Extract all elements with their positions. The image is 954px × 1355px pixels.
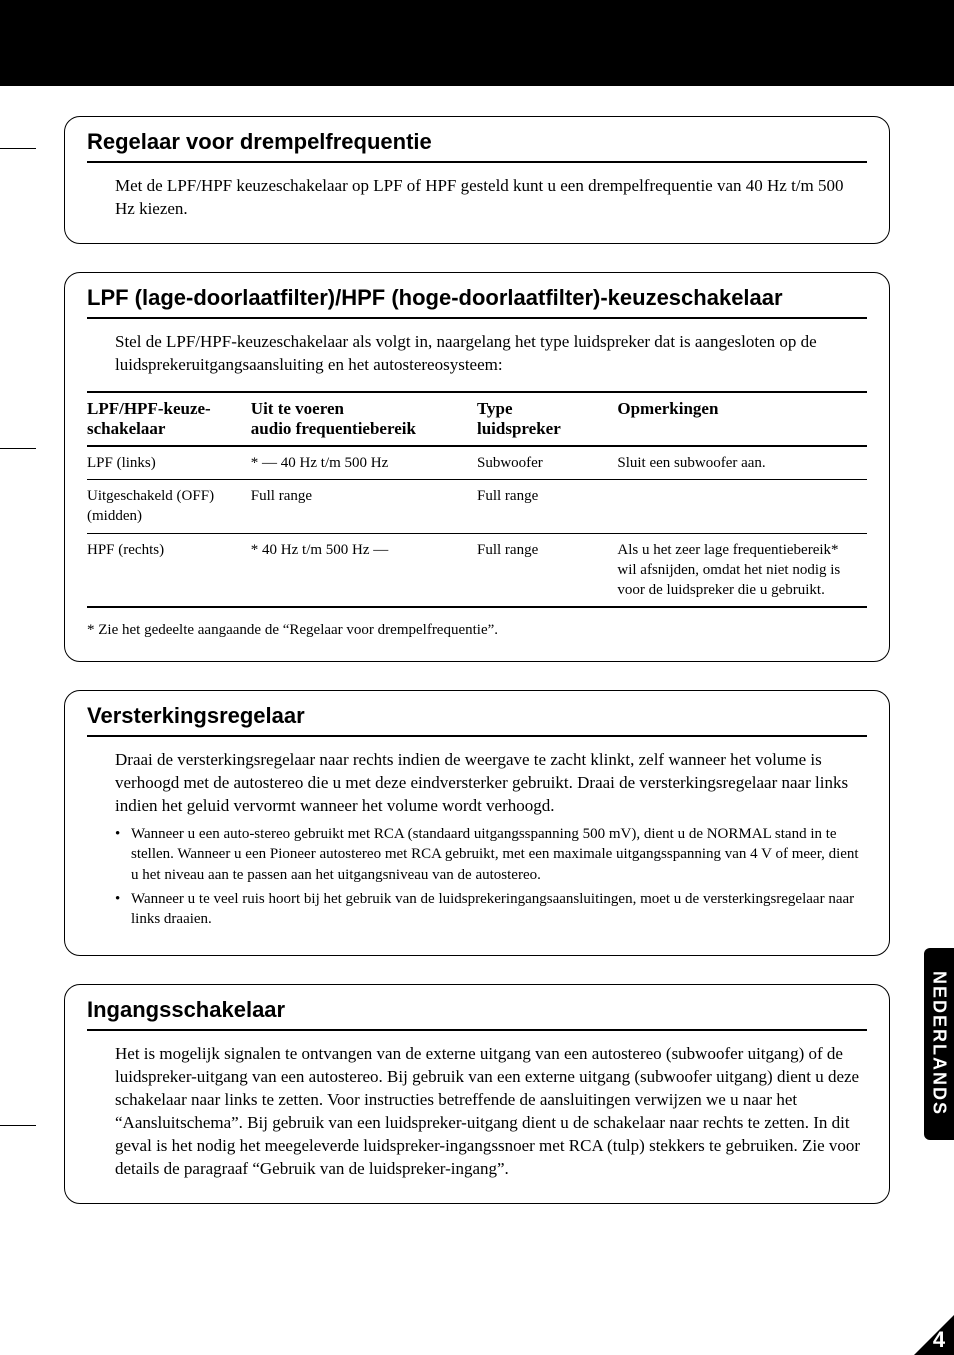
table-row: Uitgeschakeld (OFF) (midden) Full range …: [87, 480, 867, 534]
section-regelaar: Regelaar voor drempelfrequentie Met de L…: [64, 116, 890, 244]
bullet-item: Wanneer u te veel ruis hoort bij het geb…: [115, 889, 867, 930]
page-number-corner: 4: [914, 1315, 954, 1355]
table-row: LPF (links) * — 40 Hz t/m 500 Hz Subwoof…: [87, 446, 867, 480]
section-title: Regelaar voor drempelfrequentie: [87, 129, 867, 163]
lpf-hpf-table: LPF/HPF-keuze-schakelaar Uit te voerenau…: [87, 391, 867, 609]
table-cell: Full range: [477, 533, 617, 607]
tick-mark: [0, 448, 36, 449]
language-tab: NEDERLANDS: [924, 948, 954, 1140]
table-cell: Full range: [477, 480, 617, 534]
section-body: Draai de versterkingsregelaar naar recht…: [115, 749, 867, 818]
section-title: Ingangsschakelaar: [87, 997, 867, 1031]
table-cell: * — 40 Hz t/m 500 Hz: [251, 446, 477, 480]
table-header: Opmerkingen: [617, 392, 867, 446]
table-cell: * 40 Hz t/m 500 Hz —: [251, 533, 477, 607]
table-header: Uit te voerenaudio frequentiebereik: [251, 392, 477, 446]
table-header-row: LPF/HPF-keuze-schakelaar Uit te voerenau…: [87, 392, 867, 446]
section-body: Het is mogelijk signalen te ontvangen va…: [115, 1043, 867, 1181]
section-versterking: Versterkingsregelaar Draai de versterkin…: [64, 690, 890, 956]
section-title: LPF (lage-doorlaatfilter)/HPF (hoge-door…: [87, 285, 867, 319]
table-cell: Subwoofer: [477, 446, 617, 480]
tick-mark: [0, 148, 36, 149]
table-footnote: * Zie het gedeelte aangaande de “Regelaa…: [87, 622, 867, 639]
table-cell: Uitgeschakeld (OFF) (midden): [87, 480, 251, 534]
section-body: Stel de LPF/HPF-keuzeschakelaar als volg…: [115, 331, 867, 377]
table-cell: HPF (rechts): [87, 533, 251, 607]
table-header: Typeluidspreker: [477, 392, 617, 446]
page-content: Regelaar voor drempelfrequentie Met de L…: [0, 86, 954, 1204]
section-body: Met de LPF/HPF keuzeschakelaar op LPF of…: [115, 175, 867, 221]
table-cell: [617, 480, 867, 534]
section-ingang: Ingangsschakelaar Het is mogelijk signal…: [64, 984, 890, 1204]
table-cell: Als u het zeer lage frequentiebereik* wi…: [617, 533, 867, 607]
section-title: Versterkingsregelaar: [87, 703, 867, 737]
table-cell: Sluit een subwoofer aan.: [617, 446, 867, 480]
header-black-bar: [0, 0, 954, 86]
tick-mark: [0, 1125, 36, 1126]
table-row: HPF (rechts) * 40 Hz t/m 500 Hz — Full r…: [87, 533, 867, 607]
table-header: LPF/HPF-keuze-schakelaar: [87, 392, 251, 446]
table-cell: Full range: [251, 480, 477, 534]
table-cell: LPF (links): [87, 446, 251, 480]
section-lpf-hpf: LPF (lage-doorlaatfilter)/HPF (hoge-door…: [64, 272, 890, 662]
bullet-list: Wanneer u een auto-stereo gebruikt met R…: [115, 824, 867, 929]
bullet-item: Wanneer u een auto-stereo gebruikt met R…: [115, 824, 867, 885]
